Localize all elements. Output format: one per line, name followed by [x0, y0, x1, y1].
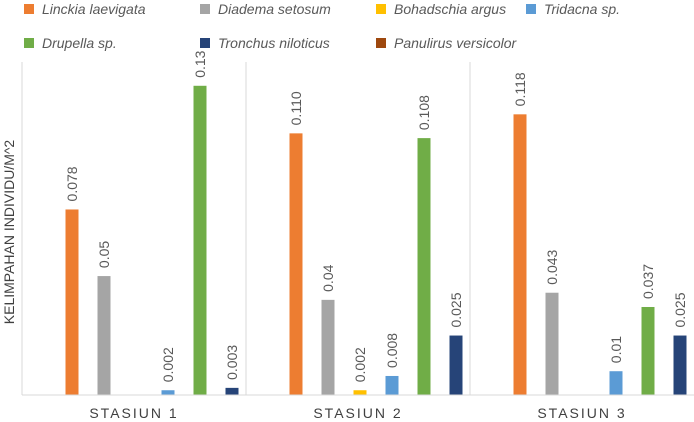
data-label-6-1: 0.003: [224, 345, 240, 380]
data-label-2-3: 0.043: [544, 249, 560, 284]
bars: [65, 85, 687, 396]
legend-label-5: Drupella sp.: [42, 35, 117, 51]
data-label-1-1: 0.078: [64, 166, 80, 201]
bar-6-3: [673, 335, 687, 395]
legend-label-7: Panulirus versicolor: [394, 35, 517, 51]
data-label-4-1: 0.002: [160, 347, 176, 382]
data-label-2-2: 0.04: [320, 264, 336, 291]
x-tick-label-2: STASIUN 2: [313, 405, 402, 421]
bar-6-1: [225, 387, 239, 395]
x-tick-label-3: STASIUN 3: [537, 405, 626, 421]
data-label-3-2: 0.002: [352, 347, 368, 382]
y-axis-title: KELIMPAHAN INDIVIDU/M^2: [1, 140, 17, 325]
data-label-6-3: 0.025: [672, 292, 688, 327]
category-separators: [21, 62, 471, 395]
bar-3-2: [353, 390, 367, 395]
bar-2-2: [321, 299, 335, 395]
legend-swatch-1: [24, 4, 34, 14]
x-tick-label-1: STASIUN 1: [89, 405, 178, 421]
bar-2-3: [545, 292, 559, 395]
bar-2-1: [97, 276, 111, 395]
data-label-4-3: 0.01: [608, 336, 624, 363]
legend-swatch-5: [24, 38, 34, 48]
legend: Linckia laevigata Diadema setosum Bohadsch…: [24, 1, 620, 51]
value-labels: 0.078 0.05 0.002 0.13 0.003 0.110 0.04 0.002 0.0…: [64, 50, 688, 382]
bar-1-1: [65, 209, 79, 395]
data-label-6-2: 0.025: [448, 292, 464, 327]
legend-label-1: Linckia laevigata: [42, 1, 146, 17]
data-label-5-1: 0.13: [192, 50, 208, 77]
legend-swatch-7: [376, 38, 386, 48]
data-label-1-3: 0.118: [512, 72, 528, 106]
legend-label-4: Tridacna sp.: [544, 1, 620, 17]
data-label-4-2: 0.008: [384, 333, 400, 368]
bar-4-3: [609, 371, 623, 395]
bar-5-1: [193, 85, 207, 396]
legend-label-2: Diadema setosum: [218, 1, 331, 17]
data-label-5-3: 0.037: [640, 264, 656, 299]
legend-swatch-2: [200, 4, 210, 14]
legend-label-6: Tronchus niloticus: [218, 35, 330, 51]
legend-swatch-6: [200, 38, 210, 48]
bar-5-2: [417, 138, 431, 395]
bar-4-2: [385, 375, 399, 395]
bar-4-1: [161, 390, 175, 395]
legend-label-3: Bohadschia argus: [394, 1, 506, 17]
data-label-5-2: 0.108: [416, 95, 432, 130]
bar-1-2: [289, 133, 303, 395]
data-label-1-2: 0.110: [288, 91, 304, 125]
bar-6-2: [449, 335, 463, 395]
legend-swatch-3: [376, 4, 386, 14]
x-axis-tick-labels: STASIUN 1 STASIUN 2 STASIUN 3: [89, 405, 626, 421]
bar-5-3: [641, 306, 655, 395]
bar-1-3: [513, 114, 527, 395]
legend-swatch-4: [526, 4, 536, 14]
data-label-2-1: 0.05: [96, 241, 112, 268]
